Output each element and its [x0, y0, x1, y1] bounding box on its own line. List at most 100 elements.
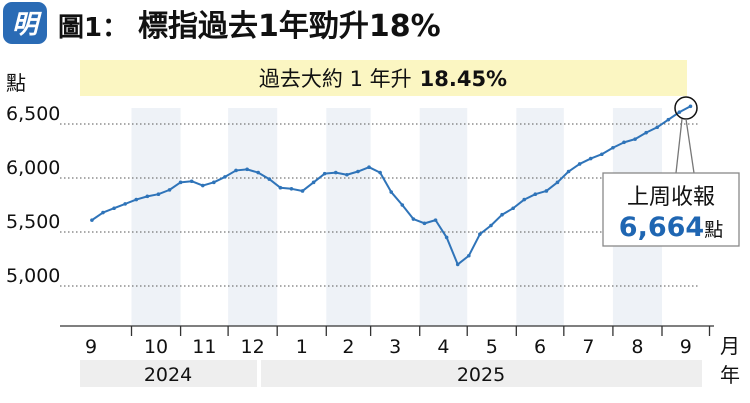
series-line-segment [678, 105, 691, 114]
series-line-segment [413, 218, 425, 225]
year-unit-label: 年 [720, 363, 740, 387]
series-line-segment [124, 198, 137, 205]
callout-value: 6,664 [619, 212, 704, 243]
callout-leader-left [675, 118, 683, 174]
series-line-segment [401, 204, 415, 220]
series-line-segment [147, 193, 159, 198]
x-tick-label: 12 [241, 336, 265, 358]
annotation-banner-text: 過去大約 1 年升 18.45% [259, 67, 507, 91]
x-tick-label: 10 [144, 336, 168, 358]
badge-logo: 明 [12, 10, 42, 40]
series-line-segment [280, 186, 292, 190]
series-line-segment [523, 193, 536, 201]
series-line-segment [268, 178, 281, 189]
series-line-segment [135, 195, 148, 201]
series-line-segment [246, 168, 259, 174]
x-tick-label: 5 [486, 336, 498, 358]
x-tick-label: 6 [534, 336, 546, 358]
year-band-2025 [261, 360, 702, 387]
series-line-segment [291, 187, 303, 192]
series-line-segment [568, 163, 581, 173]
year-label-2024: 2024 [144, 364, 192, 386]
series-line-segment [667, 111, 680, 121]
series-line-segment [501, 207, 514, 216]
data-marks [90, 104, 693, 267]
month-band [419, 108, 468, 326]
series-line-segment [601, 146, 614, 156]
x-tick-label: 7 [582, 336, 594, 358]
callout-leader-right [685, 118, 695, 174]
data-point [688, 104, 693, 109]
series-line-segment [213, 176, 226, 184]
series-line-segment [445, 237, 459, 265]
series-line-segment [612, 141, 625, 149]
series-line-segment [512, 198, 525, 210]
series-line-segment [457, 254, 470, 266]
y-unit-label: 點 [6, 71, 26, 95]
series-line-segment [113, 202, 126, 210]
month-bands [131, 108, 662, 326]
figure-label: 圖1： [58, 13, 128, 43]
chart-title: 標指過去1年勁升18% [138, 9, 441, 44]
series-line-segment [102, 207, 115, 214]
series-line-segment [324, 171, 336, 175]
series-line-segment [357, 166, 370, 173]
series-line-segment [579, 157, 592, 165]
annotation-banner [80, 60, 687, 96]
y-tick-label: 6,500 [6, 103, 60, 125]
series-line-segment [390, 191, 404, 206]
series-line-segment [313, 172, 326, 184]
y-tick-label: 6,000 [6, 157, 60, 179]
series-line-segment [301, 181, 315, 192]
series-line-segment [590, 153, 603, 160]
series-line-segment [335, 171, 348, 176]
series-line-segment [434, 219, 448, 238]
x-tick-label: 1 [296, 336, 308, 358]
series-line-segment [379, 172, 393, 193]
series-line-segment [645, 126, 658, 134]
series-line-segment [467, 233, 481, 257]
y-tick-labels: 5,000 5,500 6,000 6,500 [6, 103, 60, 287]
x-tick-label: 9 [680, 336, 692, 358]
series-line-segment [168, 181, 182, 191]
year-label-2025: 2025 [457, 364, 505, 386]
year-band-2024 [80, 360, 257, 387]
month-band [516, 108, 564, 326]
series-line-segment [346, 170, 359, 176]
series-line-segment [634, 131, 647, 140]
series-line-segment [180, 180, 192, 184]
x-month-labels: 9 10 11 12 1 2 3 4 5 6 7 8 9 [85, 336, 692, 358]
x-tick-label: 4 [437, 336, 449, 358]
badge-box [3, 2, 47, 44]
series-line-segment [545, 181, 559, 192]
series-line-segment [535, 190, 547, 196]
month-unit-label: 月 [720, 334, 740, 358]
series-line-segment [202, 181, 215, 187]
y-tick-label: 5,000 [6, 265, 60, 287]
series-line-segment [490, 214, 503, 227]
x-tick-marks [130, 326, 711, 336]
x-tick-label: 3 [389, 336, 401, 358]
series-line-segment [158, 188, 170, 196]
x-tick-label: 9 [85, 336, 97, 358]
series-line-segment [479, 224, 492, 235]
series-line-segment [368, 166, 381, 174]
callout-value-line: 6,664點 [619, 212, 723, 243]
series-line-segment [257, 171, 270, 180]
y-tick-label: 5,500 [6, 211, 60, 233]
x-tick-label: 11 [192, 336, 216, 358]
series-line-segment [224, 169, 237, 178]
x-tick-label: 2 [342, 336, 354, 358]
series-line-segment [191, 180, 204, 187]
month-band [326, 108, 371, 326]
series-line-segment [424, 219, 436, 225]
series-line-segment [623, 138, 636, 144]
month-band [228, 108, 278, 326]
month-band [131, 108, 181, 326]
series-line-segment [235, 168, 248, 172]
series-line-segment [556, 170, 570, 184]
callout-box [602, 172, 740, 247]
x-tick-label: 8 [631, 336, 643, 358]
series-line-segment [656, 118, 669, 129]
